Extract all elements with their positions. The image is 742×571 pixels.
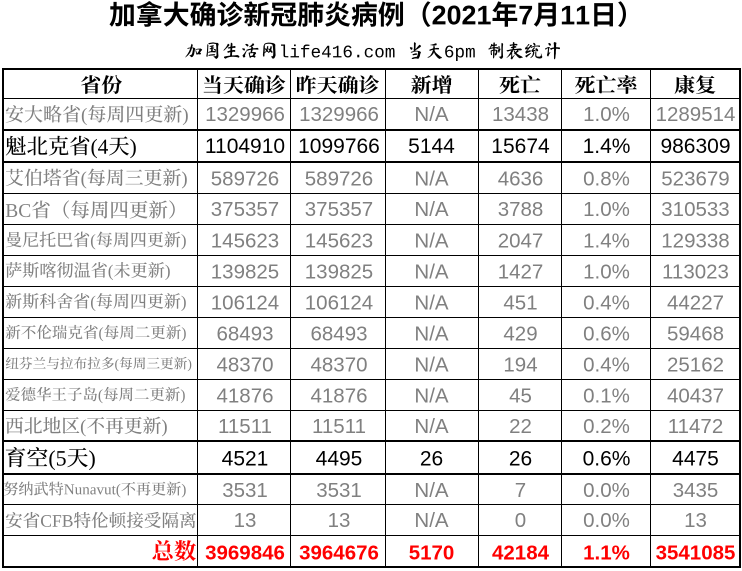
svg-text:1329966: 1329966: [299, 103, 379, 126]
svg-text:3541085: 3541085: [656, 542, 736, 565]
svg-text:0.8%: 0.8%: [583, 167, 630, 190]
svg-text:4495: 4495: [316, 448, 363, 471]
svg-text:26: 26: [420, 448, 443, 471]
svg-text:0.0%: 0.0%: [583, 479, 630, 502]
svg-text:145623: 145623: [305, 229, 373, 252]
svg-text:11511: 11511: [218, 415, 272, 438]
svg-text:1.0%: 1.0%: [583, 103, 630, 126]
svg-text:2047: 2047: [498, 229, 544, 252]
svg-text:3964676: 3964676: [299, 542, 379, 565]
svg-text:145623: 145623: [211, 229, 279, 252]
svg-text:7: 7: [515, 479, 526, 502]
svg-text:13: 13: [684, 509, 707, 532]
svg-text:589726: 589726: [305, 167, 373, 190]
svg-text:0: 0: [515, 509, 526, 532]
svg-text:68493: 68493: [310, 322, 367, 345]
svg-text:48370: 48370: [310, 353, 367, 376]
svg-text:986309: 986309: [660, 135, 730, 158]
svg-text:0.6%: 0.6%: [583, 322, 630, 345]
svg-text:N/A: N/A: [414, 198, 449, 221]
svg-text:3435: 3435: [673, 479, 719, 502]
svg-text:11511: 11511: [312, 415, 366, 438]
svg-text:1.1%: 1.1%: [583, 542, 630, 565]
svg-text:375357: 375357: [211, 198, 279, 221]
svg-text:0.6%: 0.6%: [583, 448, 631, 471]
svg-text:1.0%: 1.0%: [583, 198, 630, 221]
svg-text:0.0%: 0.0%: [583, 509, 630, 532]
svg-text:13: 13: [328, 509, 351, 532]
svg-text:451: 451: [503, 291, 537, 314]
svg-text:N/A: N/A: [414, 229, 449, 252]
svg-text:1104910: 1104910: [205, 135, 285, 158]
svg-text:13438: 13438: [492, 103, 549, 126]
svg-text:41876: 41876: [310, 384, 367, 407]
svg-text:0.4%: 0.4%: [583, 353, 630, 376]
svg-text:N/A: N/A: [414, 479, 449, 502]
svg-text:25162: 25162: [667, 353, 724, 376]
svg-text:4475: 4475: [672, 448, 719, 471]
svg-text:13: 13: [234, 509, 257, 532]
svg-text:42184: 42184: [492, 542, 550, 565]
svg-text:15674: 15674: [491, 135, 550, 158]
svg-text:26: 26: [509, 448, 532, 471]
svg-text:5170: 5170: [409, 542, 455, 565]
svg-text:106124: 106124: [211, 291, 279, 314]
svg-text:48370: 48370: [216, 353, 273, 376]
svg-text:1.4%: 1.4%: [583, 135, 631, 158]
svg-text:4521: 4521: [222, 448, 269, 471]
svg-text:45: 45: [509, 384, 532, 407]
svg-text:3969846: 3969846: [205, 542, 285, 565]
svg-text:139825: 139825: [305, 260, 373, 283]
svg-text:523679: 523679: [661, 167, 729, 190]
svg-text:589726: 589726: [211, 167, 279, 190]
svg-text:194: 194: [503, 353, 537, 376]
svg-text:40437: 40437: [667, 384, 724, 407]
svg-text:68493: 68493: [216, 322, 273, 345]
svg-text:59468: 59468: [667, 322, 724, 345]
svg-text:129338: 129338: [661, 229, 729, 252]
svg-text:0.4%: 0.4%: [583, 291, 630, 314]
svg-text:0.2%: 0.2%: [583, 415, 630, 438]
svg-text:N/A: N/A: [414, 103, 449, 126]
svg-text:375357: 375357: [305, 198, 373, 221]
svg-text:N/A: N/A: [414, 415, 449, 438]
svg-text:N/A: N/A: [414, 509, 449, 532]
svg-text:3788: 3788: [498, 198, 544, 221]
svg-text:22: 22: [509, 415, 532, 438]
svg-text:1099766: 1099766: [298, 135, 380, 158]
svg-text:N/A: N/A: [414, 384, 449, 407]
svg-text:N/A: N/A: [414, 167, 449, 190]
svg-text:1427: 1427: [498, 260, 544, 283]
svg-text:113023: 113023: [662, 260, 729, 283]
svg-text:3531: 3531: [316, 479, 362, 502]
svg-text:N/A: N/A: [414, 291, 449, 314]
svg-text:1.0%: 1.0%: [583, 260, 630, 283]
svg-text:310533: 310533: [661, 198, 729, 221]
svg-text:139825: 139825: [211, 260, 279, 283]
svg-text:4636: 4636: [498, 167, 544, 190]
svg-text:429: 429: [503, 322, 537, 345]
svg-text:11472: 11472: [668, 415, 723, 438]
svg-text:0.1%: 0.1%: [583, 384, 630, 407]
svg-text:3531: 3531: [222, 479, 268, 502]
svg-text:N/A: N/A: [414, 260, 449, 283]
svg-text:106124: 106124: [305, 291, 373, 314]
svg-text:N/A: N/A: [414, 353, 449, 376]
svg-text:1.4%: 1.4%: [583, 229, 630, 252]
svg-text:41876: 41876: [216, 384, 273, 407]
svg-text:1289514: 1289514: [656, 103, 736, 126]
svg-text:5144: 5144: [408, 135, 455, 158]
svg-text:44227: 44227: [667, 291, 724, 314]
svg-text:1329966: 1329966: [205, 103, 285, 126]
svg-text:N/A: N/A: [414, 322, 449, 345]
